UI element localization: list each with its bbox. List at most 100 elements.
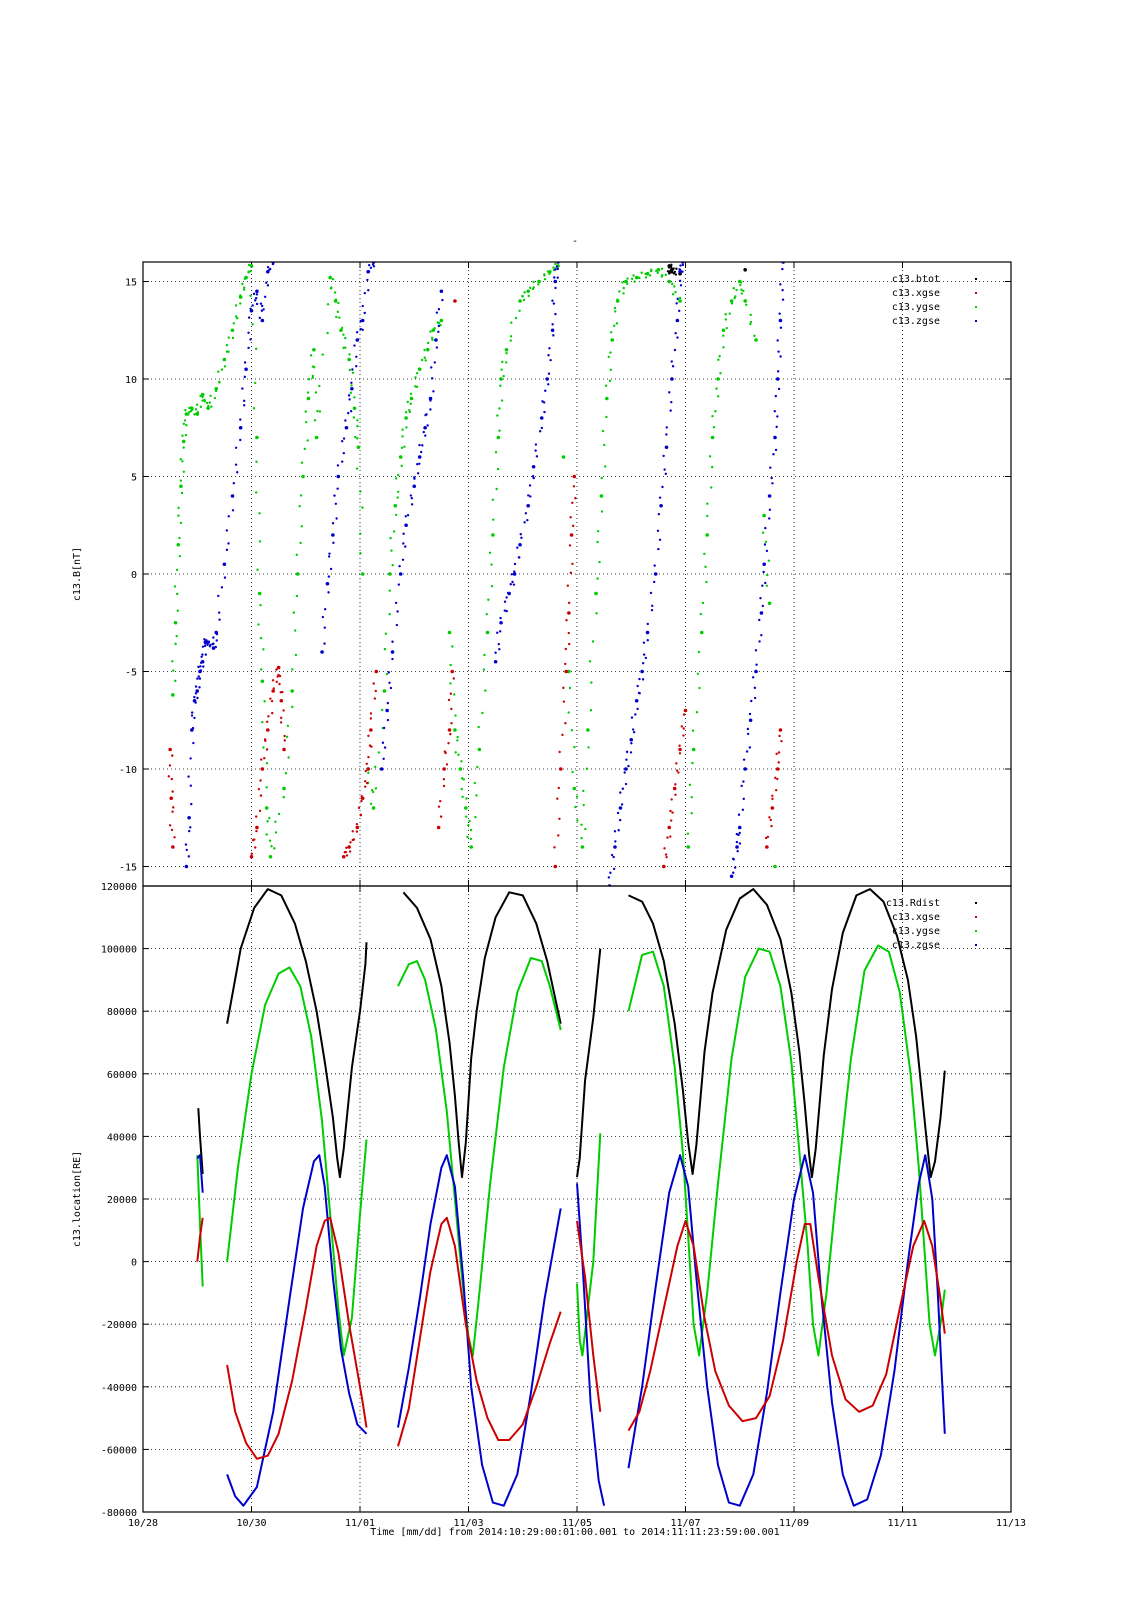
data-point	[658, 496, 662, 499]
series-line	[196, 1155, 204, 1287]
data-point	[249, 270, 252, 273]
data-point	[348, 398, 351, 401]
data-point	[387, 671, 391, 674]
data-point	[665, 433, 668, 436]
data-point	[646, 622, 649, 626]
data-point	[646, 639, 649, 642]
data-point	[205, 401, 209, 405]
data-point	[193, 716, 196, 720]
data-point	[397, 473, 400, 477]
data-point	[201, 653, 204, 656]
data-point	[705, 580, 708, 584]
data-point	[430, 336, 434, 340]
data-point	[672, 786, 677, 791]
data-point	[523, 291, 526, 294]
data-point	[409, 402, 412, 406]
data-point	[638, 677, 641, 681]
y-tick-label: -10	[119, 765, 137, 776]
data-point	[414, 385, 417, 388]
data-point	[404, 545, 407, 548]
data-point	[347, 394, 351, 397]
data-point	[171, 660, 174, 663]
data-point	[354, 435, 357, 439]
magnetic-field-panel: -15-10-5051015c13.B[nT]c13.btotc13.xgsec…	[72, 261, 1012, 887]
data-point	[405, 426, 408, 429]
data-point	[171, 806, 175, 809]
data-point	[531, 475, 535, 478]
data-point	[220, 586, 224, 589]
data-point	[220, 368, 224, 371]
data-point	[743, 268, 747, 272]
data-point	[404, 411, 408, 414]
y-tick-label: 5	[131, 473, 137, 484]
data-point	[548, 272, 551, 275]
data-point	[636, 684, 639, 688]
data-point	[735, 832, 739, 836]
data-point	[749, 322, 752, 326]
data-point	[420, 358, 424, 362]
y-tick-label: -5	[125, 668, 137, 679]
data-point	[616, 298, 619, 301]
series-line	[197, 1108, 204, 1175]
data-point	[351, 830, 354, 833]
data-point	[272, 687, 275, 690]
data-point	[676, 297, 679, 301]
data-point	[779, 326, 783, 329]
data-point	[678, 747, 682, 752]
data-point	[327, 555, 331, 558]
data-point	[637, 276, 640, 279]
data-point	[675, 762, 678, 765]
data-point	[292, 611, 296, 614]
data-point	[306, 396, 311, 401]
data-point	[773, 435, 777, 440]
data-point	[313, 419, 317, 422]
data-point	[261, 720, 264, 724]
data-point	[449, 732, 452, 736]
data-point	[374, 787, 378, 790]
data-point	[361, 506, 364, 509]
data-point	[490, 563, 493, 566]
data-point	[584, 827, 587, 831]
data-point	[690, 795, 693, 799]
data-point	[429, 330, 432, 333]
data-point	[625, 750, 629, 754]
data-point	[574, 805, 577, 809]
data-point	[742, 289, 745, 293]
data-point	[582, 789, 585, 793]
data-point	[391, 564, 394, 567]
data-point	[567, 642, 571, 646]
data-point	[616, 811, 620, 815]
data-point	[336, 464, 340, 467]
data-point	[432, 390, 435, 393]
data-point	[449, 692, 453, 695]
data-point	[771, 797, 774, 801]
data-point	[391, 640, 394, 643]
data-point	[777, 761, 780, 764]
data-point	[419, 450, 423, 454]
data-point	[255, 825, 259, 830]
data-point	[206, 406, 210, 411]
series-line	[402, 891, 562, 1179]
data-point	[230, 328, 235, 333]
data-point	[746, 727, 750, 731]
data-point	[171, 754, 174, 757]
data-point	[531, 464, 536, 469]
data-point	[200, 659, 205, 664]
data-point	[453, 299, 457, 303]
data-point	[780, 739, 783, 743]
data-point	[664, 472, 667, 476]
data-point	[178, 554, 182, 558]
data-point	[251, 304, 254, 307]
y-tick-label: 0	[131, 1258, 137, 1269]
data-point	[337, 301, 340, 305]
data-point	[262, 648, 265, 651]
data-point	[678, 296, 682, 300]
data-point	[758, 640, 761, 643]
data-point	[181, 460, 184, 463]
data-point	[372, 265, 376, 268]
data-point	[622, 292, 625, 295]
data-point	[619, 791, 622, 794]
data-point	[415, 372, 419, 375]
data-point	[439, 289, 444, 294]
data-point	[556, 276, 559, 279]
